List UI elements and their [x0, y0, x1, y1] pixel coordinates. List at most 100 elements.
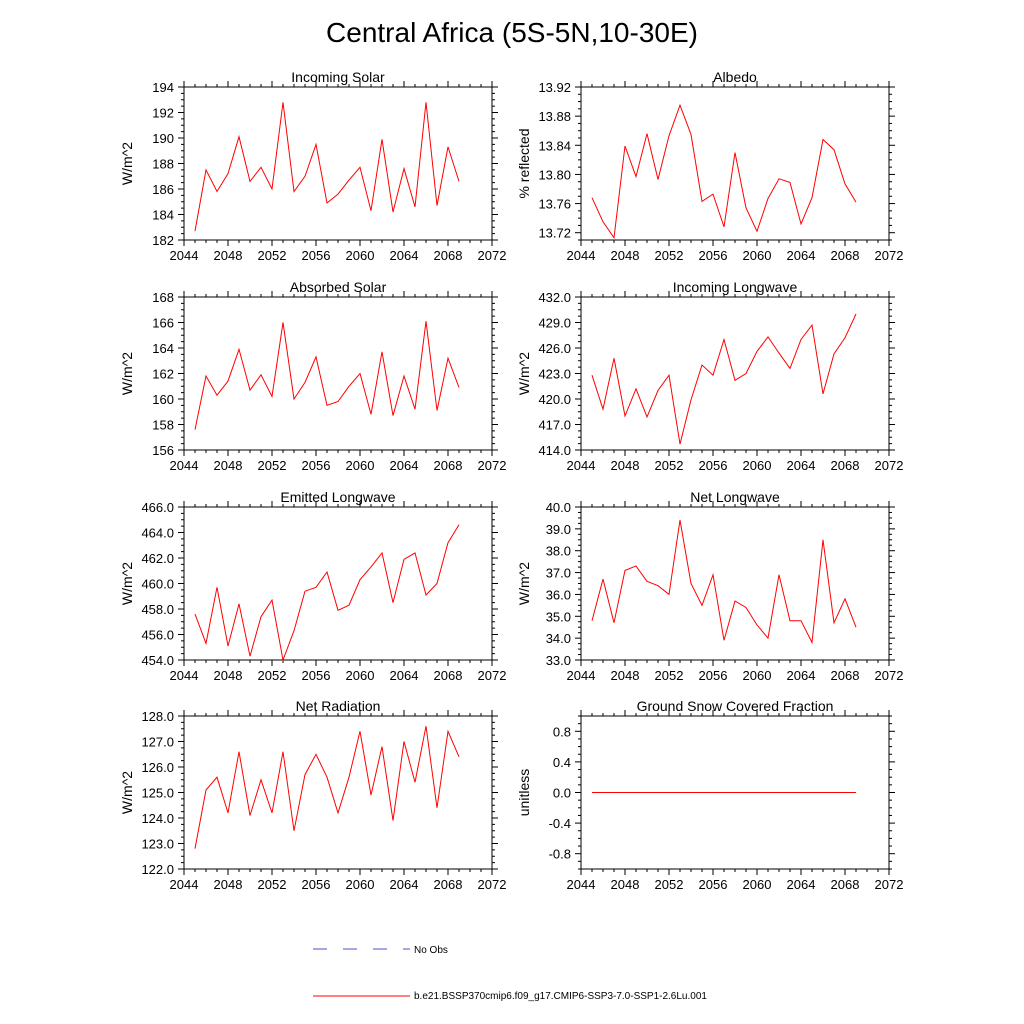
y-tick-label: 417.0 [538, 418, 571, 433]
x-tick-label: 2044 [567, 877, 596, 892]
y-tick-label: 460.0 [141, 577, 174, 592]
series-line [194, 524, 460, 662]
x-tick-label: 2044 [170, 458, 199, 473]
x-tick-label: 2052 [258, 248, 287, 263]
chart-title: Ground Snow Covered Fraction [637, 698, 834, 714]
x-tick-label: 2044 [567, 248, 596, 263]
x-tick-label: 2064 [390, 668, 419, 683]
x-tick-label: 2048 [214, 877, 243, 892]
y-tick-label: 13.84 [538, 138, 571, 153]
y-tick-label: 423.0 [538, 367, 571, 382]
chart-panel: Absorbed Solar W/m^2 2044 2048 2052 2056 2060 2… [119, 279, 506, 473]
x-tick-label: 2072 [875, 668, 904, 683]
x-tick-label: 2044 [567, 458, 596, 473]
y-tick-label: 40.0 [546, 500, 571, 515]
y-tick-label: 426.0 [538, 341, 571, 356]
x-tick-label: 2048 [214, 248, 243, 263]
y-tick-label: 0.4 [553, 755, 571, 770]
series-line [591, 103, 857, 240]
x-tick-label: 2048 [214, 668, 243, 683]
y-tick-label: 128.0 [141, 709, 174, 724]
plot-frame [183, 715, 493, 870]
y-tick-label: 464.0 [141, 526, 174, 541]
chart-title: Net Longwave [690, 489, 780, 505]
plot-frame [580, 296, 890, 451]
x-tick-label: 2068 [434, 458, 463, 473]
y-tick-label: 414.0 [538, 443, 571, 458]
y-tick-label: 124.0 [141, 811, 174, 826]
x-tick-label: 2060 [346, 458, 375, 473]
y-tick-label: 458.0 [141, 602, 174, 617]
x-tick-label: 2068 [434, 248, 463, 263]
x-tick-label: 2072 [478, 877, 507, 892]
y-tick-label: 182 [152, 233, 174, 248]
plot-frame [183, 86, 493, 241]
y-tick-label: 13.76 [538, 197, 571, 212]
y-axis-label: % reflected [516, 128, 532, 198]
y-tick-label: 33.0 [546, 653, 571, 668]
y-tick-label: -0.4 [549, 816, 571, 831]
x-tick-label: 2060 [743, 668, 772, 683]
x-tick-label: 2056 [302, 877, 331, 892]
x-tick-label: 2060 [743, 877, 772, 892]
y-tick-label: 39.0 [546, 522, 571, 537]
y-tick-label: 164 [152, 341, 174, 356]
y-tick-label: 160 [152, 392, 174, 407]
y-axis-label: W/m^2 [119, 771, 135, 814]
y-tick-label: 156 [152, 443, 174, 458]
x-tick-label: 2064 [787, 248, 816, 263]
x-tick-label: 2072 [875, 458, 904, 473]
page-title: Central Africa (5S-5N,10-30E) [326, 17, 698, 48]
y-tick-label: 188 [152, 157, 174, 172]
x-tick-label: 2068 [831, 458, 860, 473]
x-tick-label: 2052 [655, 248, 684, 263]
chart-panel: Emitted Longwave W/m^2 2044 2048 2052 2056 206… [119, 489, 506, 683]
chart-title: Net Radiation [296, 698, 381, 714]
y-axis-label: W/m^2 [119, 142, 135, 185]
y-tick-label: 127.0 [141, 735, 174, 750]
chart-title: Incoming Solar [291, 69, 385, 85]
y-tick-label: 192 [152, 106, 174, 121]
x-tick-label: 2048 [611, 458, 640, 473]
x-tick-label: 2072 [478, 458, 507, 473]
y-tick-label: 0.8 [553, 724, 571, 739]
y-tick-label: 194 [152, 80, 174, 95]
x-tick-label: 2052 [258, 877, 287, 892]
x-tick-label: 2044 [170, 668, 199, 683]
y-tick-label: 456.0 [141, 628, 174, 643]
x-tick-label: 2072 [478, 668, 507, 683]
chart-title: Albedo [713, 69, 757, 85]
chart-panel: Incoming Solar W/m^2 2044 2048 2052 2056 2060 2… [119, 69, 506, 263]
chart-panel: Albedo % reflected 2044 2048 2052 2056 2060 206… [516, 69, 903, 263]
y-tick-label: 35.0 [546, 609, 571, 624]
chart-title: Emitted Longwave [280, 489, 395, 505]
x-tick-label: 2072 [478, 248, 507, 263]
y-tick-label: 158 [152, 418, 174, 433]
y-tick-label: 13.72 [538, 226, 571, 241]
x-tick-label: 2064 [390, 877, 419, 892]
y-tick-label: 454.0 [141, 653, 174, 668]
series-line [591, 313, 857, 445]
x-tick-label: 2068 [831, 877, 860, 892]
x-tick-label: 2064 [787, 458, 816, 473]
x-tick-label: 2060 [743, 248, 772, 263]
series-line [194, 321, 460, 430]
x-tick-label: 2060 [346, 668, 375, 683]
x-tick-label: 2052 [258, 668, 287, 683]
x-tick-label: 2060 [346, 248, 375, 263]
y-tick-label: 13.80 [538, 167, 571, 182]
y-tick-label: -0.8 [549, 847, 571, 862]
x-tick-label: 2060 [346, 877, 375, 892]
y-tick-label: 466.0 [141, 500, 174, 515]
legend-obs-label: No Obs [414, 945, 448, 956]
y-tick-label: 0.0 [553, 786, 571, 801]
y-tick-label: 432.0 [538, 290, 571, 305]
chart-title: Absorbed Solar [290, 279, 387, 295]
x-tick-label: 2052 [655, 668, 684, 683]
plot-frame [580, 86, 890, 241]
y-tick-label: 34.0 [546, 631, 571, 646]
y-tick-label: 122.0 [141, 862, 174, 877]
y-tick-label: 186 [152, 182, 174, 197]
x-tick-label: 2048 [611, 248, 640, 263]
